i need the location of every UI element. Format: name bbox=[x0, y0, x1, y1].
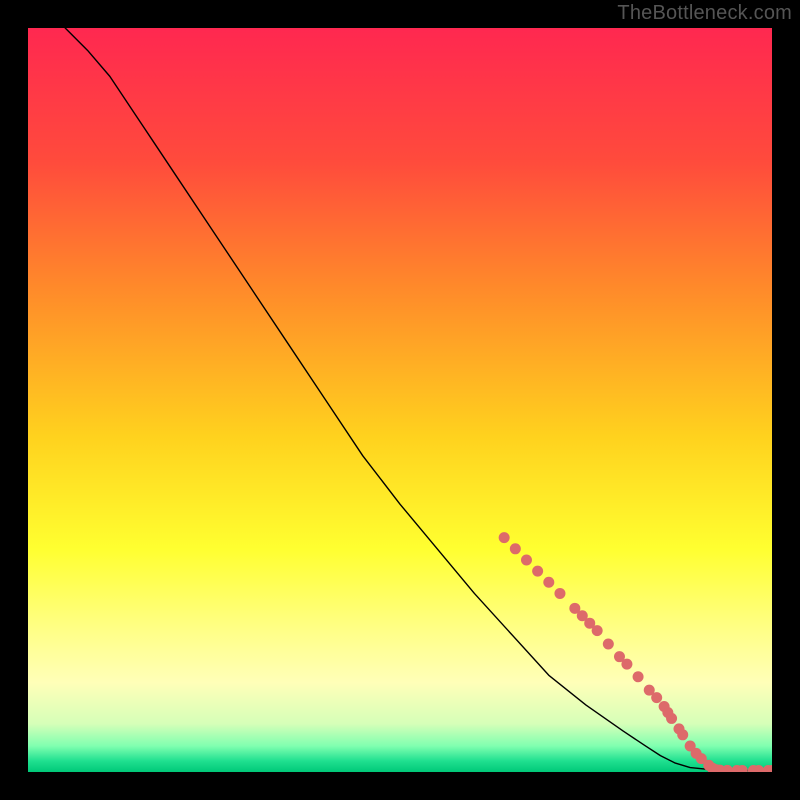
marker-point bbox=[621, 659, 632, 670]
gradient-background bbox=[28, 28, 772, 772]
marker-point bbox=[510, 543, 521, 554]
marker-point bbox=[603, 639, 614, 650]
marker-point bbox=[666, 713, 677, 724]
chart-frame: TheBottleneck.com bbox=[0, 0, 800, 800]
plot-svg bbox=[28, 28, 772, 772]
marker-point bbox=[532, 566, 543, 577]
marker-point bbox=[651, 692, 662, 703]
watermark-text: TheBottleneck.com bbox=[617, 2, 792, 25]
marker-point bbox=[633, 671, 644, 682]
plot-area bbox=[28, 28, 772, 772]
marker-point bbox=[499, 532, 510, 543]
marker-point bbox=[543, 577, 554, 588]
marker-point bbox=[592, 625, 603, 636]
marker-point bbox=[554, 588, 565, 599]
marker-point bbox=[521, 554, 532, 565]
marker-point bbox=[677, 729, 688, 740]
